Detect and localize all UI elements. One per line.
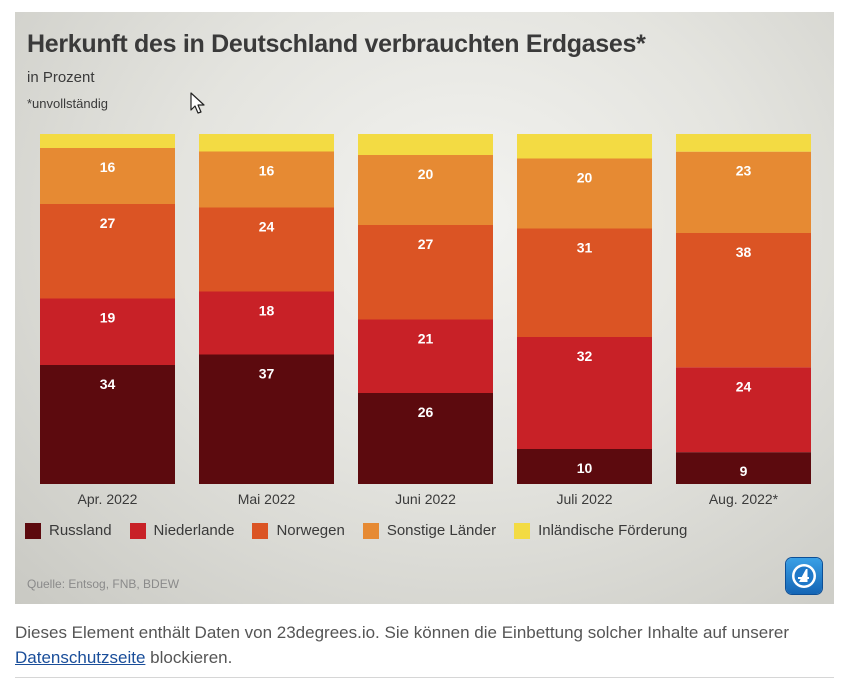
data-label-niederlande: 21 bbox=[418, 331, 434, 347]
legend-label: Norwegen bbox=[276, 522, 345, 539]
embed-notice: Dieses Element enthält Daten von 23degre… bbox=[15, 620, 835, 670]
data-label-norwegen: 27 bbox=[418, 236, 434, 252]
chart-legend: Russland Niederlande Norwegen Sonstige Länd… bbox=[25, 522, 705, 539]
data-label-niederlande: 18 bbox=[259, 303, 275, 319]
bar-segment-niederlande bbox=[40, 298, 175, 365]
x-tick-label: Juni 2022 bbox=[395, 491, 456, 507]
data-label-norwegen: 24 bbox=[259, 219, 275, 235]
legend-label: Sonstige Länder bbox=[386, 522, 497, 539]
bar-segment-russland bbox=[517, 449, 652, 484]
x-tick-label: Juli 2022 bbox=[556, 491, 612, 507]
bar-segment-norwegen bbox=[676, 232, 811, 368]
legend-swatch bbox=[252, 522, 269, 539]
bar-segment-russland bbox=[40, 365, 175, 484]
legend-swatch bbox=[25, 522, 41, 539]
bar-segment-inländische-förderung bbox=[40, 134, 175, 148]
chart-subtitle: in Prozent bbox=[27, 69, 95, 86]
data-label-sonstige-länder: 20 bbox=[418, 166, 434, 182]
chart-title: Herkunft des in Deutschland verbrauchten… bbox=[27, 30, 646, 58]
embed-notice-text: Dieses Element enthält Daten von 23degre… bbox=[15, 623, 789, 642]
legend-label: Inländische Förderung bbox=[538, 522, 688, 539]
data-label-russland: 10 bbox=[577, 460, 593, 476]
bar-segment-norwegen bbox=[40, 204, 175, 299]
x-tick-label: Aug. 2022* bbox=[709, 491, 779, 507]
data-label-niederlande: 32 bbox=[577, 348, 593, 364]
data-label-russland: 9 bbox=[740, 463, 748, 479]
footer-divider bbox=[15, 677, 834, 678]
data-label-sonstige-länder: 23 bbox=[736, 163, 752, 179]
bar-segment-niederlande bbox=[358, 319, 493, 393]
chart-card: Herkunft des in Deutschland verbrauchten… bbox=[15, 12, 834, 604]
legend-item-inländische-förderung: Inländische Förderung bbox=[514, 522, 687, 539]
x-tick-label: Mai 2022 bbox=[238, 491, 296, 507]
bar-segment-inländische-förderung bbox=[358, 134, 493, 155]
data-label-niederlande: 24 bbox=[736, 378, 752, 394]
cursor-arrow-icon bbox=[190, 92, 206, 121]
legend-label: Niederlande bbox=[153, 522, 235, 539]
bar-segment-sonstige-länder bbox=[40, 148, 175, 204]
bar-segment-sonstige-länder bbox=[676, 151, 811, 233]
data-label-russland: 26 bbox=[418, 404, 434, 420]
bar-segment-niederlande bbox=[199, 291, 334, 355]
bar-segment-russland bbox=[676, 452, 811, 484]
legend-label: Russland bbox=[49, 522, 112, 539]
bar-segment-norwegen bbox=[199, 207, 334, 292]
legend-swatch bbox=[129, 522, 146, 539]
data-label-norwegen: 38 bbox=[736, 244, 752, 260]
bar-segment-inländische-förderung bbox=[676, 134, 811, 152]
data-label-russland: 34 bbox=[100, 376, 116, 392]
legend-item-russland: Russland bbox=[25, 522, 112, 539]
data-label-norwegen: 31 bbox=[577, 240, 593, 256]
bar-segment-sonstige-länder bbox=[199, 151, 334, 208]
chart-source: Quelle: Entsog, FNB, BDEW bbox=[27, 577, 180, 591]
bar-segment-norwegen bbox=[517, 228, 652, 337]
bar-segment-niederlande bbox=[517, 337, 652, 449]
broadcaster-logo-icon bbox=[786, 558, 822, 594]
legend-item-sonstige-länder: Sonstige Länder bbox=[362, 522, 497, 539]
bar-segment-sonstige-länder bbox=[517, 158, 652, 229]
privacy-page-link[interactable]: Datenschutzseite bbox=[15, 648, 146, 667]
data-label-sonstige-länder: 20 bbox=[577, 170, 593, 186]
bar-segment-inländische-förderung bbox=[199, 134, 334, 152]
legend-item-niederlande: Niederlande bbox=[129, 522, 235, 539]
bar-segment-russland bbox=[199, 354, 334, 484]
data-label-russland: 37 bbox=[259, 366, 275, 382]
data-label-sonstige-länder: 16 bbox=[259, 163, 275, 179]
chart-footnote: *unvollständig bbox=[27, 96, 108, 111]
embed-notice-text-end: blockieren. bbox=[145, 648, 233, 667]
x-tick-label: Apr. 2022 bbox=[78, 491, 138, 507]
bar-segment-niederlande bbox=[676, 367, 811, 453]
data-label-sonstige-länder: 16 bbox=[100, 159, 116, 175]
bar-segment-russland bbox=[358, 393, 493, 484]
stacked-bar-plot: 34 19 27 16 Apr. 2022 37 18 24 16 Mai 2022 26 21 27 2… bbox=[40, 134, 811, 507]
bar-segment-inländische-förderung bbox=[517, 134, 652, 159]
data-label-niederlande: 19 bbox=[100, 310, 116, 326]
legend-item-norwegen: Norwegen bbox=[252, 522, 345, 539]
bar-segment-norwegen bbox=[358, 225, 493, 320]
bar-segment-sonstige-länder bbox=[358, 155, 493, 225]
legend-swatch bbox=[514, 522, 531, 539]
data-label-norwegen: 27 bbox=[100, 215, 116, 231]
legend-swatch bbox=[362, 522, 379, 539]
